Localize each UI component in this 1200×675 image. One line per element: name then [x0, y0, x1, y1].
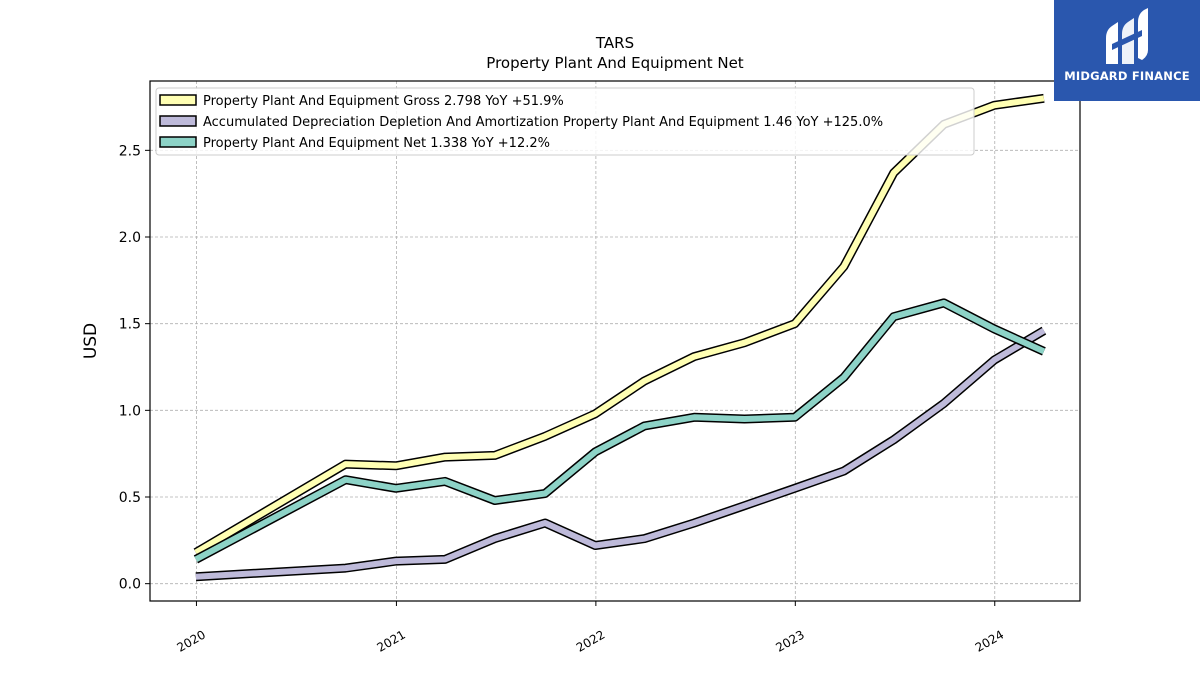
legend: Property Plant And Equipment Gross 2.798…: [155, 87, 975, 156]
series-line-2: [194, 299, 1046, 563]
series-line-1: [195, 328, 1046, 580]
x-tick-label: 2024: [973, 627, 1006, 654]
series-outline-0: [193, 93, 1045, 557]
legend-swatch: [159, 115, 197, 127]
x-tick-label: 2023: [773, 627, 806, 654]
legend-swatch: [159, 94, 197, 106]
y-tick-label: 2.5: [119, 143, 141, 159]
legend-entry: Property Plant And Equipment Gross 2.798…: [203, 94, 564, 109]
legend-entry: Accumulated Depreciation Depletion And A…: [203, 115, 883, 130]
brand-name: MIDGARD FINANCE: [1064, 69, 1190, 83]
chart-subtitle: Property Plant And Equipment Net: [486, 54, 743, 72]
y-axis: 0.0 0.5 1.0 1.5 2.0 2.5: [119, 143, 150, 593]
y-tick-label: 0.5: [119, 490, 141, 506]
legend-entry: Property Plant And Equipment Net 1.338 Y…: [203, 136, 550, 151]
x-tick-label: 2022: [574, 627, 607, 654]
legend-swatch: [159, 136, 197, 148]
series-lines: [193, 93, 1047, 582]
series-line-0: [194, 95, 1045, 556]
y-tick-label: 2.0: [119, 230, 141, 246]
x-axis: 2020 2021 2022 2023 2024: [174, 601, 1006, 655]
legend-box: [155, 87, 975, 156]
chart-title: TARS: [595, 34, 634, 52]
y-tick-label: 1.5: [119, 317, 141, 333]
midgard-m-logo-icon: [1106, 8, 1148, 64]
y-tick-label: 1.0: [119, 403, 141, 419]
grid-lines: [150, 81, 1080, 601]
plot-frame: [149, 80, 1081, 602]
series-outline-2: [193, 298, 1046, 564]
x-tick-label: 2020: [174, 627, 207, 654]
y-axis-label: USD: [81, 323, 101, 359]
x-tick-label: 2021: [374, 627, 407, 654]
y-tick-label: 0.0: [119, 577, 141, 593]
brand-logo: MIDGARD FINANCE: [1054, 0, 1200, 101]
